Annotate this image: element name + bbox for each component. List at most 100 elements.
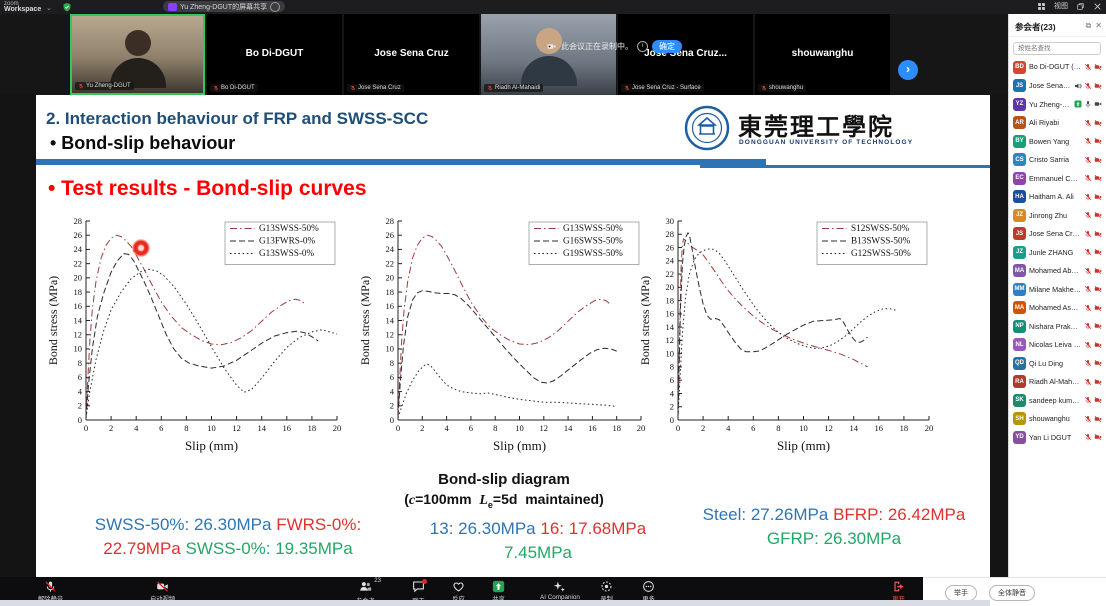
results-right: Steel: 27.26MPa BFRP: 26.42MPa GFRP: 26.… [684, 503, 984, 551]
svg-text:8: 8 [78, 358, 82, 368]
participant-row[interactable]: JZ Jinrong Zhu [1009, 206, 1106, 225]
participant-status-icons [1084, 230, 1102, 238]
avatar [520, 56, 577, 86]
confirm-button[interactable]: 确定 [652, 39, 682, 53]
share-screen-button[interactable]: 共享 [492, 580, 505, 603]
video-tile[interactable]: Jose Sena Cruz Jose Sena Cruz [344, 14, 479, 95]
result-value: Steel: 27.26MPa [702, 505, 834, 524]
participant-row[interactable]: MA Mohamed Ashraf [1009, 299, 1106, 318]
participant-row[interactable]: JS Jose Sena Cruz - Surface [1009, 225, 1106, 244]
svg-text:8: 8 [493, 423, 497, 433]
unmute-button[interactable]: 解除静音 [38, 580, 63, 603]
participant-name: Jose Sena Cruz (主持人) [1029, 80, 1071, 90]
svg-text:16: 16 [74, 301, 83, 311]
participant-row[interactable]: NL Nicolas Leiva Huanca [1009, 336, 1106, 355]
svg-text:8: 8 [670, 362, 674, 372]
svg-text:14: 14 [74, 315, 83, 325]
close-window-icon[interactable] [1093, 2, 1102, 11]
svg-text:28: 28 [74, 216, 83, 226]
ai-companion-button[interactable]: AI Companion [540, 580, 580, 601]
svg-text:10: 10 [515, 423, 524, 433]
participant-status-icons [1084, 359, 1102, 367]
leave-meeting-button[interactable]: 离开 [892, 580, 905, 603]
svg-text:Bond stress (MPa): Bond stress (MPa) [46, 276, 60, 365]
participant-row[interactable]: BY Bowen Yang [1009, 132, 1106, 151]
recording-notice: 此会议正在录制中。 i 确定 [546, 39, 682, 53]
cam-off-icon [1094, 63, 1102, 71]
svg-text:14: 14 [564, 423, 573, 433]
participant-row[interactable]: JS Jose Sena Cruz (主持人) [1009, 77, 1106, 96]
svg-text:6: 6 [159, 423, 163, 433]
chat-notification-dot [422, 579, 427, 584]
mic-off-icon [1084, 341, 1092, 349]
popout-panel-icon[interactable]: ⧉ [1085, 21, 1092, 30]
start-video-button[interactable]: 启动视频 [150, 580, 175, 603]
avatar: JS [1013, 227, 1026, 241]
participant-row[interactable]: YZ Yu Zheng-DGUT [1009, 95, 1106, 114]
close-panel-icon[interactable]: ✕ [1095, 21, 1102, 30]
participant-name: Bowen Yang [1029, 136, 1070, 146]
participant-row[interactable]: JZ Junle ZHANG [1009, 243, 1106, 262]
chevron-down-icon[interactable]: ⌄ [46, 5, 52, 12]
participant-row[interactable]: MM Milane Makhebe [1009, 280, 1106, 299]
participant-name: Jose Sena Cruz [374, 48, 449, 59]
video-tile-self[interactable]: Yu Zheng-DGUT [70, 14, 205, 95]
svg-text:Bond stress (MPa): Bond stress (MPa) [358, 276, 372, 365]
slide-subtitle: • Bond-slip behaviour [50, 133, 236, 153]
avatar: JS [1013, 79, 1026, 93]
avatar [124, 30, 151, 56]
participants-count-badge: 23 [374, 578, 381, 584]
participant-status-icons [1084, 415, 1102, 423]
video-tile[interactable]: José Sena Cruz... Jose Sena Cruz - Surfa… [618, 14, 753, 95]
raise-hand-button[interactable]: 举手 [945, 585, 977, 601]
next-videos-button[interactable]: › [898, 60, 918, 80]
participant-status-icons [1084, 433, 1102, 441]
participant-row[interactable]: QD Qi Lu Ding [1009, 354, 1106, 373]
cam-off-icon [1094, 137, 1102, 145]
participant-row[interactable]: NP Nishara Prakash [1009, 317, 1106, 336]
video-tile[interactable]: Riadh Al-Mahaidi [481, 14, 616, 95]
screen-share-pill[interactable]: Yu Zheng-DGUT的屏幕共享 [163, 1, 286, 12]
svg-text:12: 12 [386, 330, 395, 340]
participant-row[interactable]: MA Mohamed Abd ALI NOSER [1009, 262, 1106, 281]
divider [700, 165, 990, 168]
participant-name: shouwanghu [1029, 414, 1070, 424]
svg-text:14: 14 [849, 423, 858, 433]
cam-off-icon [1094, 304, 1102, 312]
reactions-button[interactable]: 反应 [452, 580, 465, 603]
avatar: HA [1013, 190, 1026, 204]
participant-row[interactable]: RA Riadh Al-Mahaidi رياض المهايدي [1009, 373, 1106, 392]
more-button[interactable]: 更多 [642, 580, 655, 603]
participant-status-icons [1084, 304, 1102, 312]
participant-status-icons [1084, 211, 1102, 219]
participant-search-input[interactable] [1013, 42, 1101, 55]
video-tile[interactable]: Bo Di-DGUT Bo Di-DGUT [207, 14, 342, 95]
video-tile[interactable]: shouwanghu shouwanghu [755, 14, 890, 95]
avatar: CS [1013, 153, 1026, 167]
participant-row[interactable]: HA Haitham A. Ali [1009, 188, 1106, 207]
grid-view-icon[interactable] [1037, 2, 1046, 11]
restore-window-icon[interactable] [1076, 2, 1085, 11]
participant-name: Junle ZHANG [1029, 247, 1074, 257]
view-button[interactable]: 视图 [1054, 3, 1068, 10]
svg-text:14: 14 [666, 322, 675, 332]
participant-row[interactable]: BD Bo Di-DGUT (我) [1009, 58, 1106, 77]
participant-row[interactable]: SK sandeep kumar rana [1009, 391, 1106, 410]
security-shield-icon[interactable] [62, 2, 72, 12]
result-value: BFRP: 26.42MPa [833, 505, 966, 524]
info-icon[interactable]: i [637, 40, 648, 52]
participant-row[interactable]: SH shouwanghu [1009, 410, 1106, 429]
mute-all-button[interactable]: 全体静音 [989, 585, 1035, 601]
cam-off-icon [1094, 119, 1102, 127]
mic-off-icon [1084, 211, 1092, 219]
svg-text:G13SWSS-0%: G13SWSS-0% [259, 248, 314, 258]
participant-row[interactable]: YD Yan Li DGUT [1009, 428, 1106, 447]
svg-text:0: 0 [670, 415, 674, 425]
record-button[interactable]: 录制 [600, 580, 613, 603]
svg-text:28: 28 [386, 216, 395, 226]
participant-row[interactable]: CS Cristo Sarria [1009, 151, 1106, 170]
participant-row[interactable]: EC Emmanuel Chukwuemeka [1009, 169, 1106, 188]
svg-text:14: 14 [257, 423, 266, 433]
cam-off-icon [1094, 322, 1102, 330]
participant-row[interactable]: AR Ali Riyabi [1009, 114, 1106, 133]
